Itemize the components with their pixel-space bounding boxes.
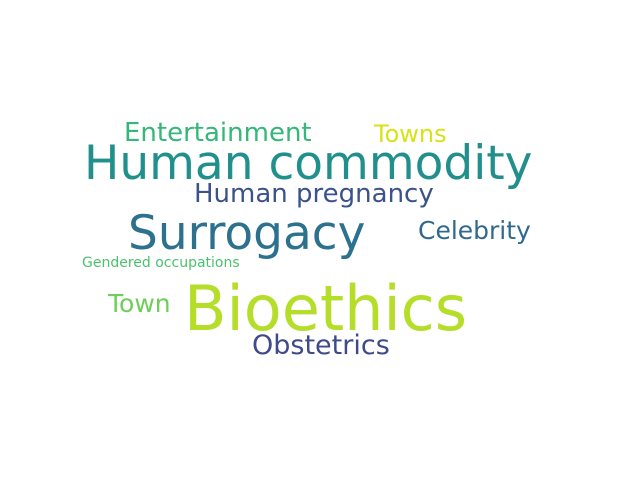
word-towns: Towns bbox=[374, 120, 447, 148]
word-obstetrics: Obstetrics bbox=[252, 330, 390, 361]
word-human-pregnancy: Human pregnancy bbox=[194, 179, 434, 209]
word-human-commodity: Human commodity bbox=[84, 136, 533, 191]
word-gendered-occupations: Gendered occupations bbox=[82, 255, 240, 271]
word-bioethics: Bioethics bbox=[184, 272, 468, 345]
word-celebrity: Celebrity bbox=[418, 216, 531, 245]
word-surrogacy: Surrogacy bbox=[128, 206, 366, 261]
word-town: Town bbox=[108, 289, 171, 318]
word-entertainment: Entertainment bbox=[124, 118, 312, 148]
